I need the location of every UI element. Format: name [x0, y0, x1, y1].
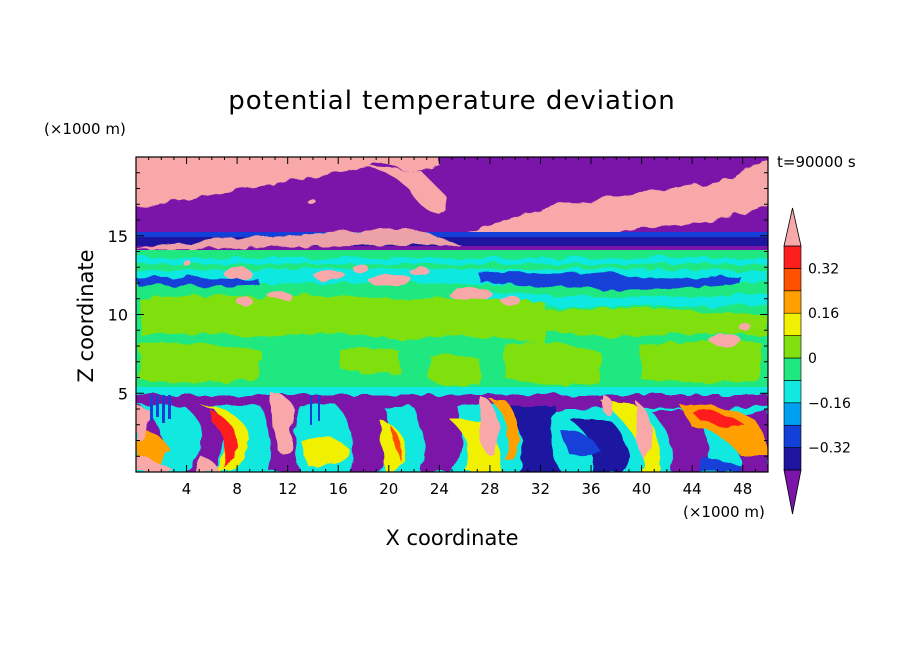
contour-plot-area [136, 157, 768, 472]
y-tick-label: 15 [108, 227, 128, 246]
colorbar-tick-label: 0.32 [808, 261, 839, 277]
x-axis-unit: (×1000 m) [683, 503, 765, 521]
z-axis-unit: (×1000 m) [44, 120, 126, 138]
x-tick-label: 32 [531, 480, 550, 498]
colorbar-lower-extend [783, 469, 802, 515]
x-tick-label: 20 [379, 480, 398, 498]
x-tick-label: 40 [632, 480, 651, 498]
colorbar-tick-label: 0 [808, 351, 817, 367]
colorbar-band [783, 357, 802, 381]
colorbar-band [783, 380, 802, 404]
colorbar-tick-label: −0.32 [808, 441, 851, 457]
colorbar-band [783, 268, 802, 292]
colorbar-band [783, 447, 802, 471]
colorbar-band [783, 245, 802, 269]
colorbar-tick-label: −0.16 [808, 396, 851, 412]
x-tick-label: 12 [278, 480, 297, 498]
x-tick-label: 36 [581, 480, 600, 498]
x-ticks: 4 8 12 16 20 24 28 32 36 40 44 48 [148, 157, 756, 498]
x-tick-label: 48 [733, 480, 752, 498]
boundary-pink-plumes [136, 392, 652, 472]
x-tick-label: 44 [683, 480, 702, 498]
chart-title: potential temperature deviation [228, 86, 676, 116]
x-tick-label: 16 [329, 480, 348, 498]
x-tick-label: 24 [430, 480, 449, 498]
x-axis-label: X coordinate [385, 526, 519, 550]
y-ticks: 5 10 15 [108, 172, 768, 457]
colorbar-band [783, 402, 802, 426]
colorbar-band [783, 312, 802, 336]
y-tick-label: 10 [108, 306, 128, 325]
x-tick-label: 28 [480, 480, 499, 498]
x-tick-label: 4 [182, 480, 192, 498]
colorbar-band [783, 335, 802, 359]
colorbar-upper-extend [783, 207, 802, 247]
time-annotation: t=90000 s [777, 153, 856, 171]
colorbar-band [783, 424, 802, 448]
middle-pink-blobs [184, 261, 752, 346]
streaks [150, 395, 320, 425]
colorbar-band [783, 290, 802, 314]
upper-pink-regions [136, 157, 768, 243]
y-tick-label: 5 [118, 384, 128, 403]
colorbar: 0.32 0.16 0 −0.16 −0.32 [783, 207, 851, 515]
colorbar-tick-label: 0.16 [808, 306, 839, 322]
x-tick-label: 8 [232, 480, 242, 498]
